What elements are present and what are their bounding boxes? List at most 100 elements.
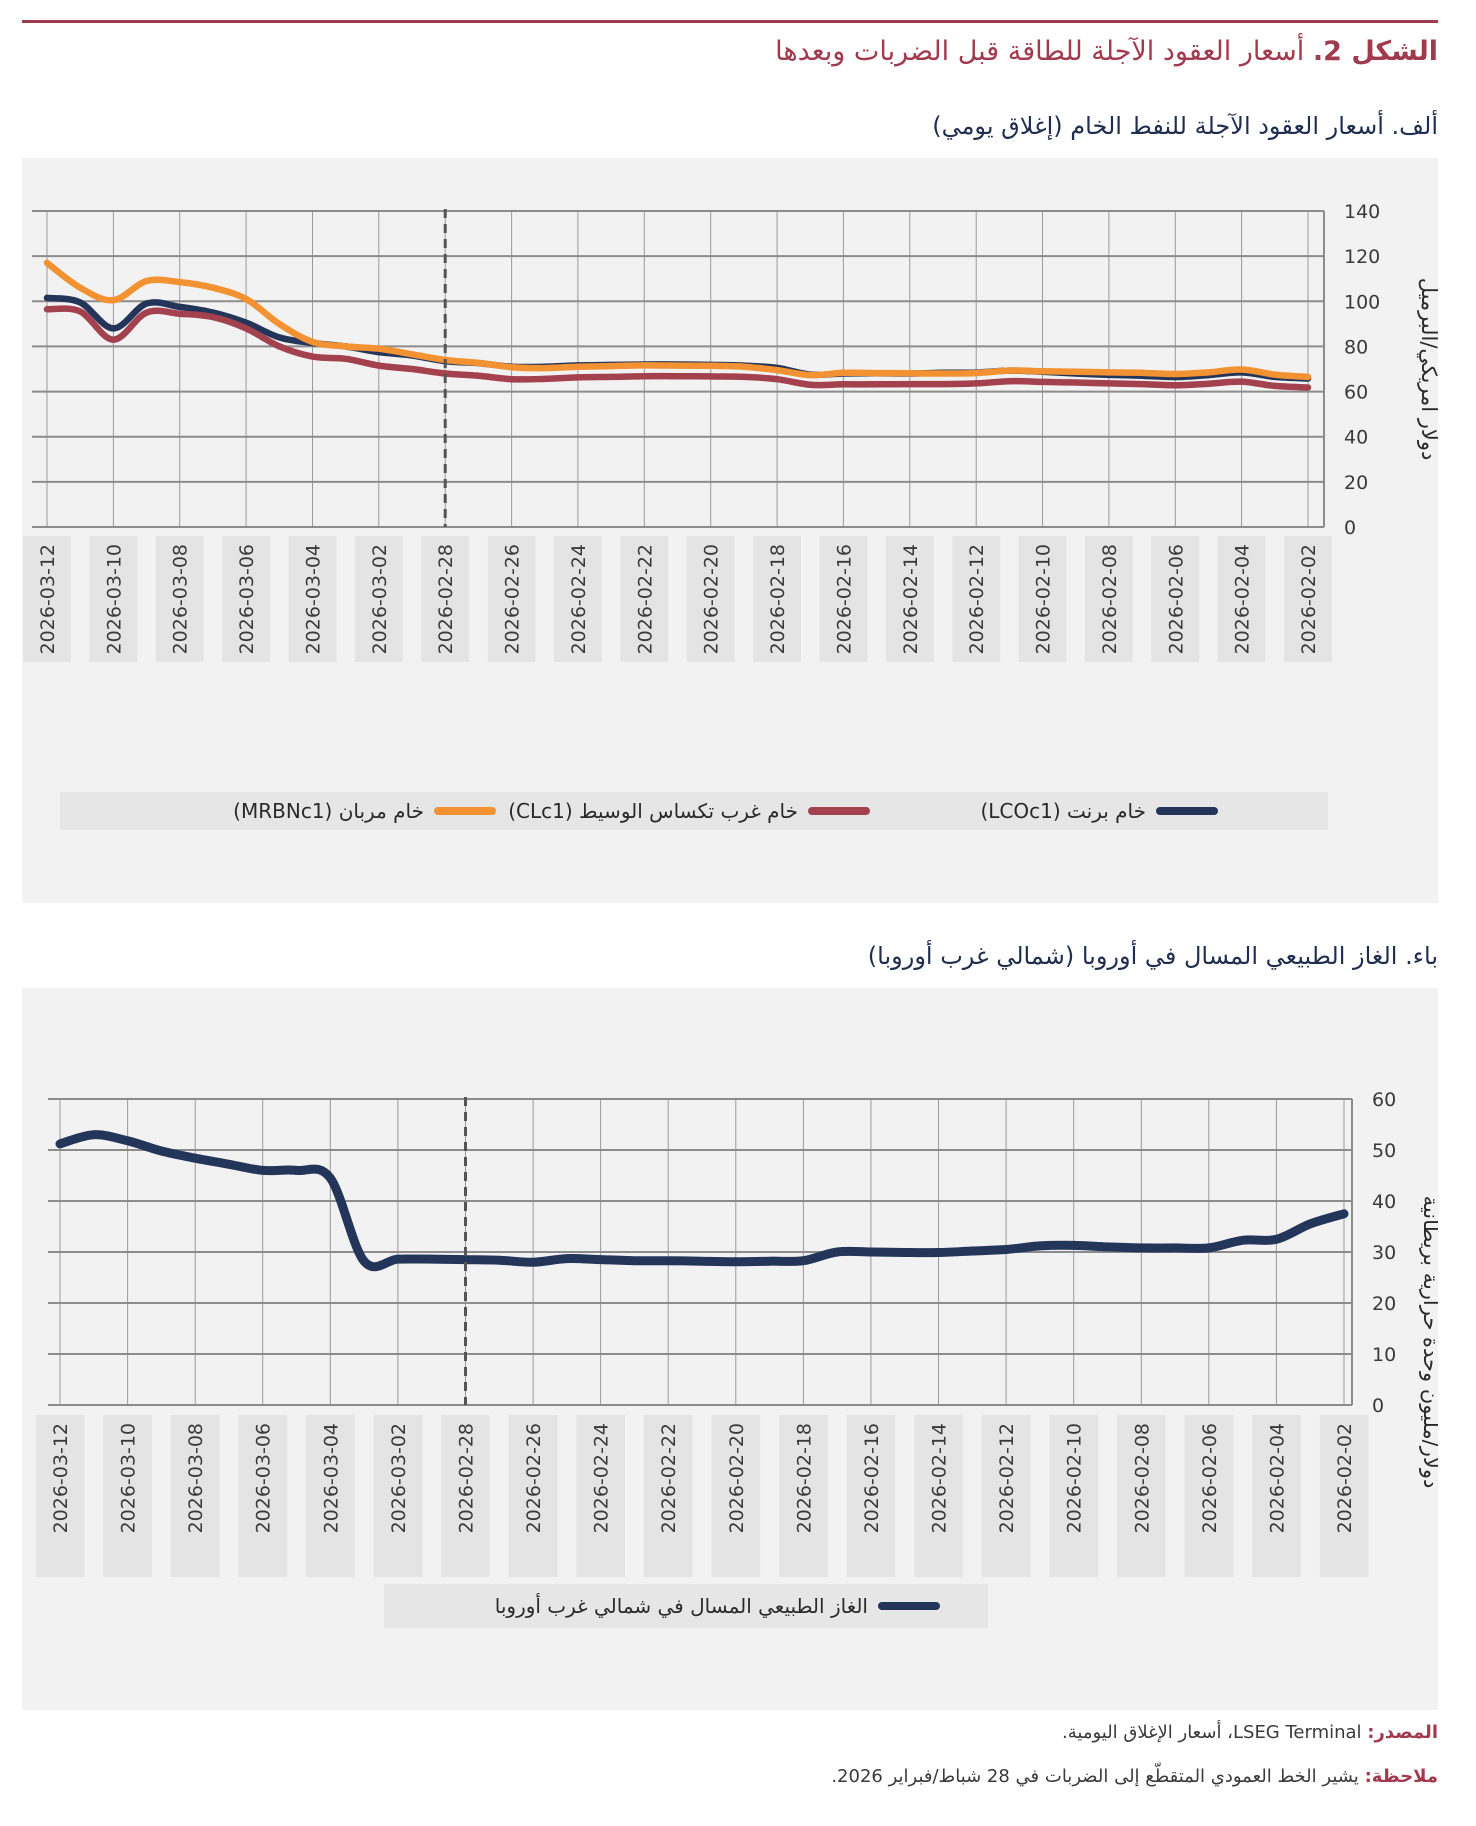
y-axis-title: دولار/مليون وحدة حرارية بريطانية — [1419, 1196, 1438, 1489]
date-band-cell — [576, 1415, 625, 1577]
x-tick-label: 2026-02-02 — [1334, 1423, 1356, 1533]
x-tick-label: 2026-03-08 — [170, 544, 192, 654]
x-tick-label: 2026-03-06 — [253, 1423, 275, 1533]
date-band-cell — [643, 1415, 693, 1577]
x-tick-label: 2026-03-04 — [320, 1423, 342, 1533]
x-tick-label: 2026-03-04 — [303, 544, 325, 654]
x-tick-label: 2026-02-16 — [861, 1423, 883, 1533]
date-band-cell — [779, 1415, 828, 1577]
legend-item-wti: خام غرب تكساس الوسيط (CLc1) — [508, 792, 870, 830]
date-band-cell — [1284, 536, 1332, 662]
figure-title: الشكل 2. أسعار العقود الآجلة للطاقة قبل … — [775, 36, 1438, 67]
x-tick-label: 2026-02-18 — [793, 1423, 815, 1533]
y-tick-label: 0 — [1372, 1395, 1384, 1417]
date-band-cell — [373, 1415, 423, 1577]
date-band-cell — [35, 1415, 85, 1577]
x-tick-label: 2026-02-08 — [1099, 544, 1121, 654]
date-band-cell — [89, 536, 138, 662]
source-label: المصدر: — [1367, 1722, 1438, 1743]
y-tick-label: 20 — [1372, 1293, 1396, 1315]
x-tick-label: 2026-02-22 — [634, 544, 656, 654]
date-band-cell — [288, 536, 337, 662]
x-tick-label: 2026-03-10 — [103, 544, 125, 654]
x-tick-label: 2026-02-04 — [1232, 544, 1254, 654]
figure-label: الشكل 2. — [1312, 36, 1438, 67]
chart-a-legend: خام برنت (LCOc1) خام غرب تكساس الوسيط (C… — [60, 792, 1328, 830]
x-tick-label: 2026-03-12 — [50, 1423, 72, 1533]
y-tick-label: 80 — [1344, 336, 1368, 358]
figure-title-text: أسعار العقود الآجلة للطاقة قبل الضربات و… — [775, 36, 1305, 67]
y-tick-label: 50 — [1372, 1140, 1396, 1162]
date-band-cell — [421, 536, 470, 662]
x-tick-label: 2026-02-18 — [767, 544, 789, 654]
source-note: المصدر: LSEG Terminal، أسعار الإغلاق الي… — [1062, 1722, 1438, 1743]
x-tick-label: 2026-02-06 — [1165, 544, 1187, 654]
date-band-cell — [753, 536, 801, 662]
y-tick-label: 30 — [1372, 1242, 1396, 1264]
date-band-cell — [1252, 1415, 1301, 1577]
chart-a-svg: 0 20 40 60 80 100 120 140 2026-02-02 2026-02-04 20… — [23, 201, 1438, 662]
top-rule — [22, 20, 1438, 23]
date-band-cell — [508, 1415, 558, 1577]
wti-swatch — [808, 807, 870, 815]
legend-label-brent: خام برنت (LCOc1) — [980, 799, 1146, 823]
chart-a-panel: 0 20 40 60 80 100 120 140 2026-02-02 2026-02-04 20… — [22, 158, 1438, 903]
date-band-cell — [554, 536, 602, 662]
date-band-cell — [1018, 536, 1067, 662]
date-band-cell — [1217, 536, 1266, 662]
x-tick-label: 2026-02-02 — [1298, 544, 1320, 654]
date-band-cell — [354, 536, 403, 662]
y-tick-label: 10 — [1372, 1344, 1396, 1366]
series-line — [43, 305, 1312, 391]
x-tick-label: 2026-03-12 — [37, 544, 59, 654]
note-label: ملاحظة: — [1364, 1766, 1438, 1787]
x-tick-label: 2026-03-08 — [185, 1423, 207, 1533]
x-tick-label: 2026-02-12 — [996, 1423, 1018, 1533]
chart-b-panel: 0 10 20 30 40 50 60 2026-02-02 2026-02-04 2026-02… — [22, 988, 1438, 1710]
date-band-cell — [885, 536, 934, 662]
date-band-cell — [1085, 536, 1133, 662]
y-tick-label: 140 — [1344, 201, 1380, 223]
y-tick-label: 40 — [1372, 1191, 1396, 1213]
x-tick-label: 2026-03-02 — [369, 544, 391, 654]
x-tick-label: 2026-02-20 — [701, 544, 723, 654]
legend-item-brent: خام برنت (LCOc1) — [980, 792, 1218, 830]
date-band-cell — [155, 536, 204, 662]
legend-label-murban: خام مربان (MRBNc1) — [233, 799, 424, 823]
series-line — [55, 1130, 1349, 1272]
x-tick-label: 2026-02-26 — [502, 544, 524, 654]
x-tick-label: 2026-03-06 — [236, 544, 258, 654]
x-tick-label: 2026-02-20 — [726, 1423, 748, 1533]
date-band-cell — [1184, 1415, 1234, 1577]
date-band-cell — [1151, 536, 1200, 662]
x-tick-label: 2026-02-10 — [1033, 544, 1055, 654]
date-band-cell — [620, 536, 669, 662]
x-tick-label: 2026-02-24 — [568, 544, 590, 654]
murban-swatch — [434, 807, 496, 815]
x-tick-label: 2026-02-28 — [435, 544, 457, 654]
y-tick-label: 0 — [1344, 517, 1356, 539]
date-band-cell — [222, 536, 270, 662]
note-text: يشير الخط العمودي المتقطّع إلى الضربات ف… — [831, 1766, 1359, 1787]
y-tick-label: 40 — [1344, 427, 1368, 449]
x-tick-label: 2026-02-04 — [1266, 1423, 1288, 1533]
date-band-cell — [686, 536, 735, 662]
x-tick-label: 2026-02-26 — [523, 1423, 545, 1533]
x-tick-label: 2026-02-28 — [456, 1423, 478, 1533]
y-tick-label: 20 — [1344, 472, 1368, 494]
date-band-cell — [306, 1415, 355, 1577]
y-tick-label: 100 — [1344, 291, 1380, 313]
x-tick-label: 2026-03-02 — [388, 1423, 410, 1533]
x-tick-label: 2026-02-08 — [1131, 1423, 1153, 1533]
chart-b-legend: الغاز الطبيعي المسال في شمالي غرب أوروبا — [384, 1584, 988, 1628]
date-band-cell — [170, 1415, 220, 1577]
brent-swatch — [1156, 807, 1218, 815]
lng-swatch — [878, 1602, 940, 1610]
date-band-cell — [23, 536, 71, 662]
x-tick-label: 2026-02-06 — [1199, 1423, 1221, 1533]
date-band-cell — [846, 1415, 896, 1577]
date-band-cell — [914, 1415, 963, 1577]
series-line — [43, 259, 1312, 381]
date-band-cell — [441, 1415, 490, 1577]
x-tick-label: 2026-02-14 — [900, 544, 922, 654]
